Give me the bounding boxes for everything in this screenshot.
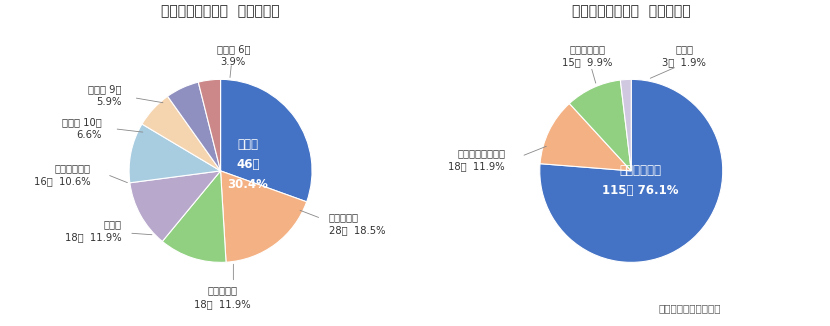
Title: 情報漏えい・紛失  市場別社数: 情報漏えい・紛失 市場別社数 xyxy=(572,4,691,18)
Text: サービス業
28社  18.5%: サービス業 28社 18.5% xyxy=(329,212,385,236)
Wedge shape xyxy=(129,171,221,242)
Title: 情報漏えい・紛失  産業別社数: 情報漏えい・紛失 産業別社数 xyxy=(161,4,280,18)
Wedge shape xyxy=(620,79,632,171)
Wedge shape xyxy=(198,79,221,171)
Text: その他 6社
3.9%: その他 6社 3.9% xyxy=(217,44,250,67)
Wedge shape xyxy=(163,171,226,262)
Text: 東証グロース
15社  9.9%: 東証グロース 15社 9.9% xyxy=(562,44,613,67)
Wedge shape xyxy=(168,82,221,171)
Text: 小売業
18社  11.9%: 小売業 18社 11.9% xyxy=(65,219,122,242)
Text: 運輸業 10社
6.6%: 運輸業 10社 6.6% xyxy=(62,117,101,141)
Wedge shape xyxy=(540,103,632,171)
Text: 東京商工リサーチ調べ: 東京商工リサーチ調べ xyxy=(658,303,721,313)
Text: その他
3社  1.9%: その他 3社 1.9% xyxy=(662,44,706,67)
Wedge shape xyxy=(540,79,723,262)
Text: 金融・保険業
16社  10.6%: 金融・保険業 16社 10.6% xyxy=(34,163,90,186)
Wedge shape xyxy=(142,96,221,171)
Text: 卸売業 9社
5.9%: 卸売業 9社 5.9% xyxy=(88,84,122,108)
Wedge shape xyxy=(569,80,632,171)
Text: 製造業
46社
30.4%: 製造業 46社 30.4% xyxy=(227,138,268,191)
Text: 東証プライム
115社 76.1%: 東証プライム 115社 76.1% xyxy=(602,164,679,197)
Wedge shape xyxy=(129,124,221,183)
Wedge shape xyxy=(221,79,312,202)
Text: 東証スタンダード
18社  11.9%: 東証スタンダード 18社 11.9% xyxy=(448,148,505,171)
Wedge shape xyxy=(221,171,306,262)
Text: 情報通信業
18社  11.9%: 情報通信業 18社 11.9% xyxy=(194,286,251,309)
